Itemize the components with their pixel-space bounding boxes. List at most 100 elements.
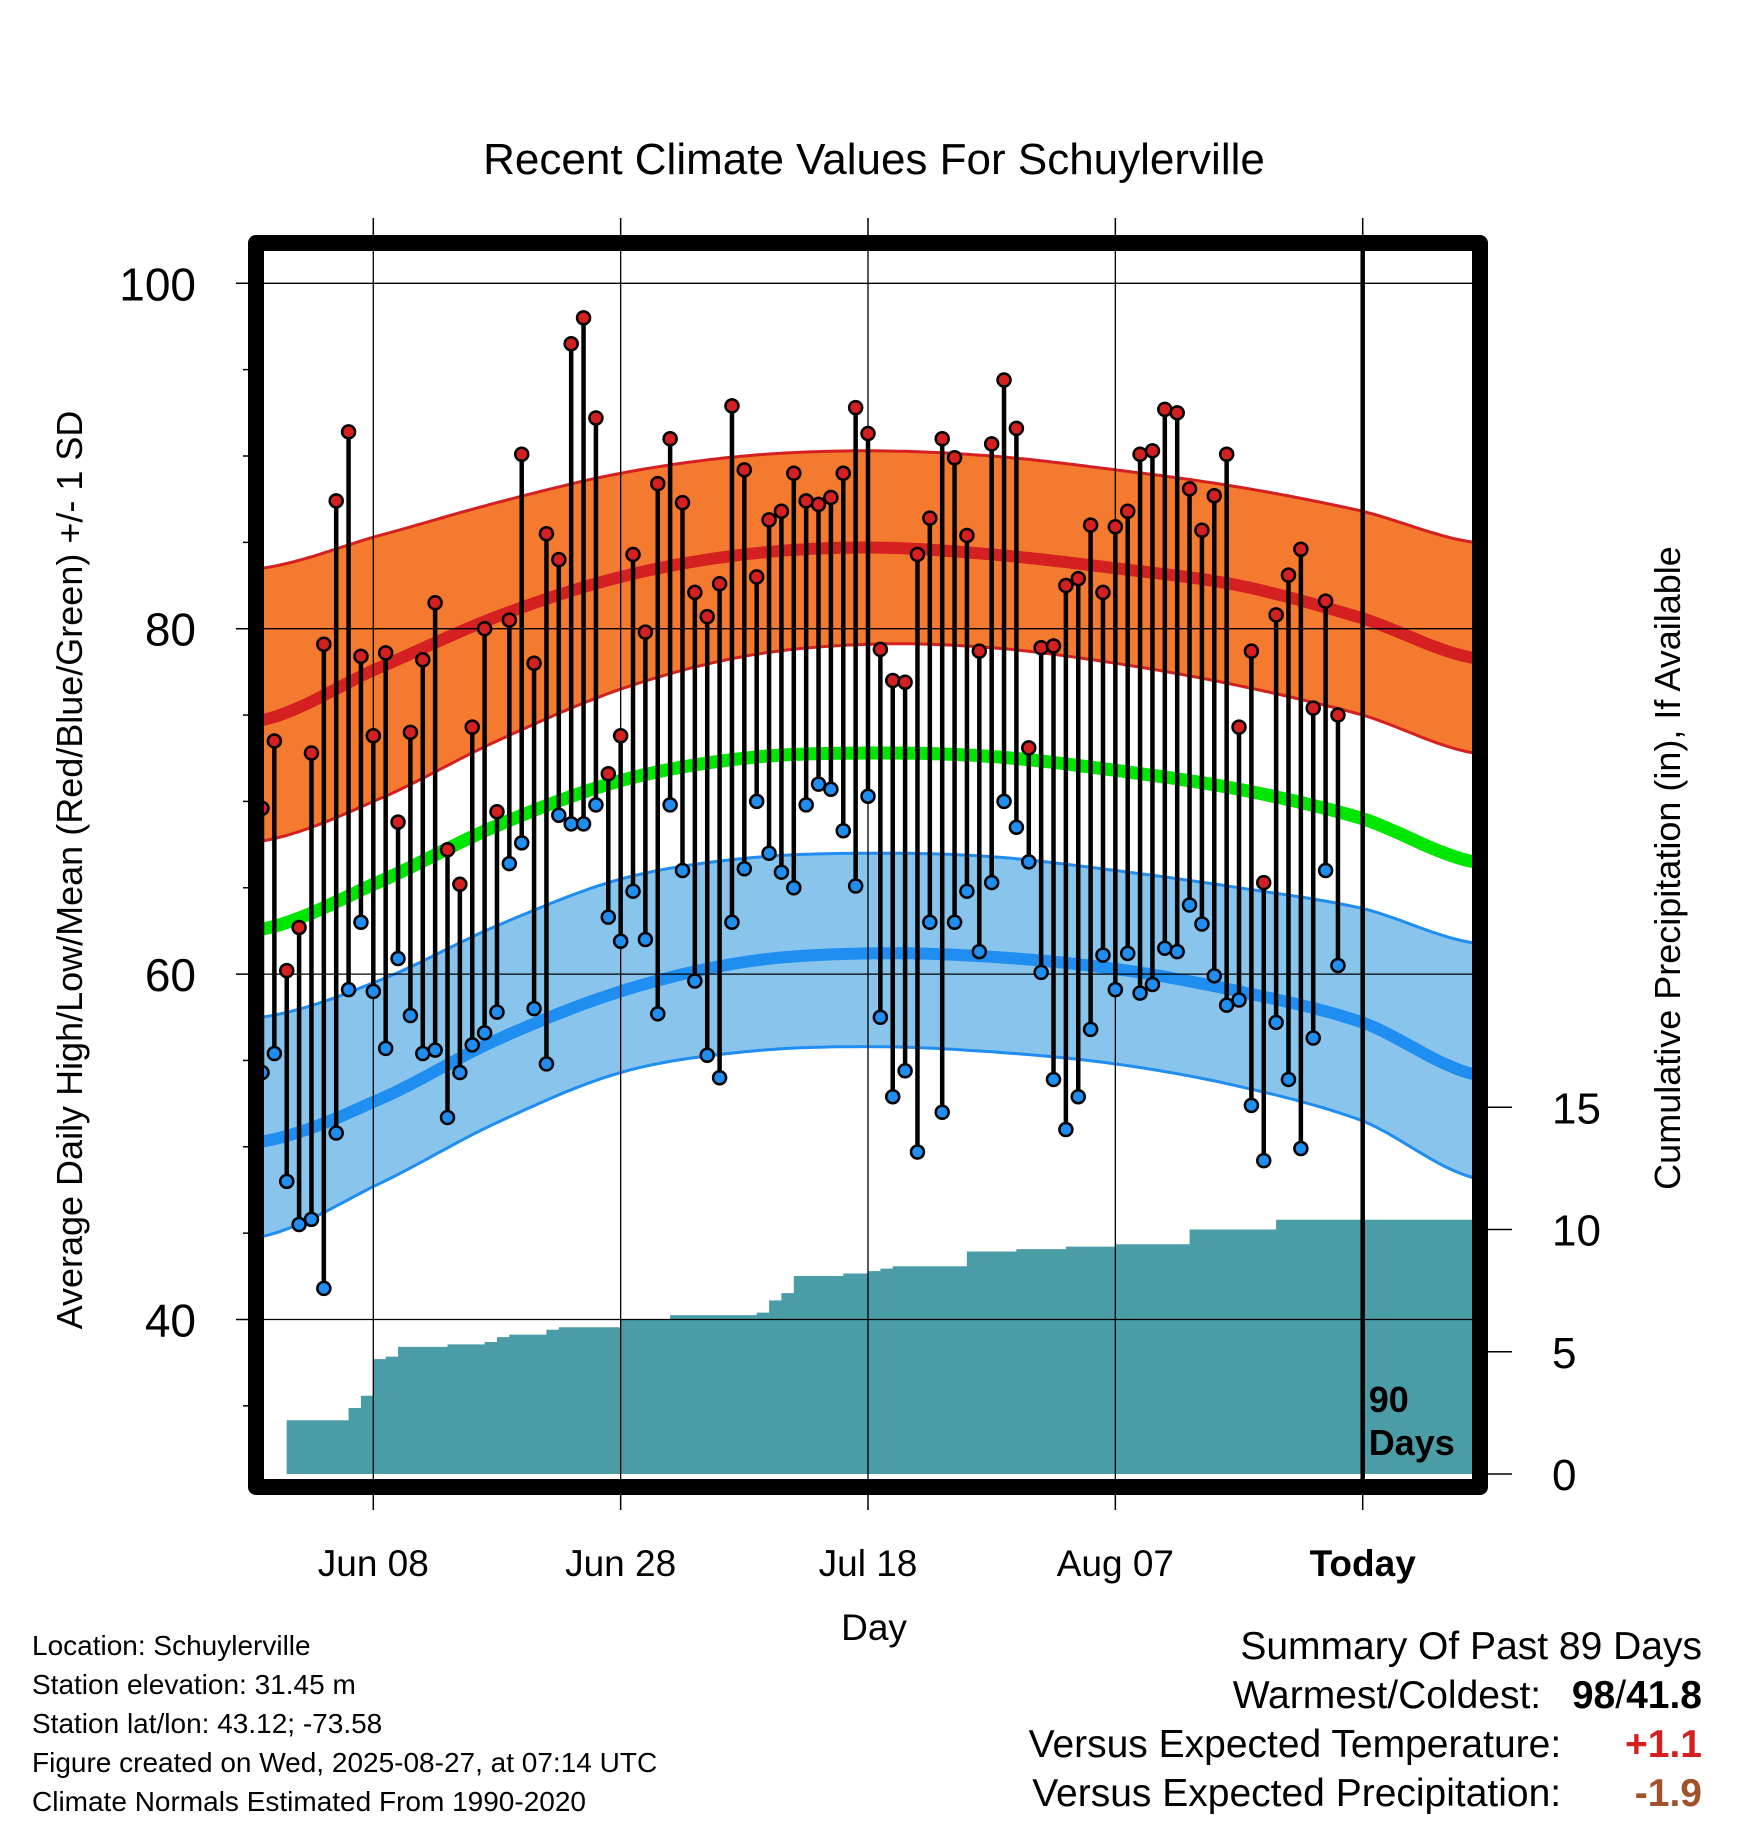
daily-high-point: [1231, 719, 1247, 735]
daily-low-point: [1107, 981, 1124, 998]
daily-high-point: [1317, 593, 1334, 609]
info-latlon: Station lat/lon: 43.12; -73.58: [32, 1708, 383, 1739]
info-elevation: Station elevation: 31.45 m: [32, 1669, 356, 1700]
daily-low-point: [786, 880, 802, 896]
daily-low-point: [1033, 964, 1049, 981]
daily-high-point: [748, 569, 765, 585]
y-tick-label: 100: [119, 258, 196, 310]
daily-high-point: [946, 449, 963, 466]
daily-high-point: [353, 648, 369, 665]
plot-frame: [248, 235, 1488, 1495]
daily-low-point: [922, 914, 938, 931]
y2-tick-label: 5: [1552, 1329, 1576, 1378]
daily-low-point: [959, 883, 975, 899]
daily-low-point: [761, 845, 777, 861]
daily-high-point: [452, 876, 468, 893]
daily-high-point: [365, 728, 382, 744]
daily-low-point: [1157, 940, 1173, 956]
daily-high-point: [1021, 740, 1037, 756]
y2-tick-label: 15: [1552, 1084, 1601, 1133]
daily-low-point: [1305, 1030, 1321, 1046]
daily-high-point: [575, 310, 592, 326]
daily-low-point: [1206, 968, 1223, 984]
daily-high-point: [1157, 401, 1173, 418]
daily-high-point: [823, 489, 839, 506]
daily-low-point: [847, 878, 864, 894]
daily-low-point: [996, 793, 1012, 810]
daily-high-point: [291, 919, 307, 936]
daily-high-point: [1144, 443, 1161, 459]
today-days-label-line: Days: [1369, 1422, 1455, 1463]
daily-low-point: [1058, 1121, 1074, 1138]
info-created: Figure created on Wed, 2025-08-27, at 07…: [32, 1747, 658, 1778]
daily-low-point: [575, 816, 592, 832]
daily-low-point: [798, 797, 814, 813]
daily-high-point: [278, 962, 295, 979]
daily-low-point: [1169, 943, 1185, 960]
y2-tick-label: 0: [1552, 1451, 1576, 1500]
daily-low-point: [1194, 916, 1210, 932]
daily-high-point: [1181, 481, 1198, 497]
daily-high-point: [1033, 639, 1049, 656]
daily-high-point: [884, 672, 901, 689]
daily-high-point: [971, 643, 988, 659]
x-tick-label: Jul 18: [819, 1543, 918, 1584]
daily-low-point: [588, 797, 604, 813]
daily-low-point: [563, 816, 579, 832]
daily-low-point: [662, 797, 678, 813]
daily-low-point: [1243, 1097, 1260, 1114]
daily-low-point: [1293, 1140, 1309, 1157]
daily-low-point: [687, 973, 703, 989]
daily-low-point: [1070, 1088, 1086, 1105]
daily-low-point: [316, 1280, 332, 1297]
daily-low-point: [1231, 992, 1247, 1008]
daily-low-point: [415, 1045, 431, 1062]
daily-high-point: [439, 842, 456, 858]
daily-high-point: [316, 636, 332, 652]
daily-high-point: [662, 430, 678, 447]
daily-high-point: [1194, 522, 1210, 539]
daily-low-point: [476, 1025, 493, 1041]
daily-low-point: [1268, 1014, 1284, 1031]
daily-high-point: [798, 493, 814, 509]
daily-low-point: [983, 874, 1000, 891]
daily-high-point: [476, 620, 493, 637]
daily-high-point: [1268, 607, 1284, 623]
daily-low-point: [909, 1144, 926, 1160]
daily-high-point: [934, 430, 950, 447]
daily-high-point: [773, 503, 790, 520]
temp-value: +1.1: [1625, 1723, 1702, 1766]
daily-low-point: [872, 1009, 889, 1026]
daily-low-point: [934, 1104, 950, 1121]
daily-low-point: [1021, 854, 1037, 870]
daily-low-point: [1132, 985, 1148, 1001]
summary-precipitation: Versus Expected Precipitation: -1.9: [1029, 1769, 1702, 1818]
daily-low-point: [1045, 1071, 1062, 1088]
x-tick-label: Jun 08: [318, 1543, 429, 1584]
daily-low-point: [402, 1007, 419, 1024]
daily-low-point: [971, 943, 988, 960]
daily-low-point: [674, 862, 691, 879]
warm-cold-label: Warmest/Coldest:: [1232, 1674, 1542, 1717]
y-tick-label: 80: [145, 604, 196, 656]
y-tick-label: 60: [145, 949, 196, 1001]
daily-high-point: [724, 398, 740, 414]
daily-high-point: [266, 733, 283, 749]
daily-high-point: [711, 576, 728, 592]
daily-high-point: [1070, 570, 1086, 587]
daily-high-point: [650, 475, 666, 492]
daily-low-point: [464, 1037, 480, 1053]
daily-low-point: [810, 776, 827, 792]
daily-high-point: [872, 641, 889, 658]
daily-low-point: [699, 1047, 715, 1064]
daily-low-point: [328, 1125, 344, 1141]
daily-low-point: [860, 788, 876, 804]
daily-high-point: [1330, 707, 1346, 723]
daily-high-point: [1107, 519, 1124, 535]
daily-high-point: [922, 510, 938, 526]
precip-value: -1.9: [1634, 1772, 1702, 1815]
y-tick-label: 40: [145, 1295, 196, 1347]
daily-high-point: [551, 551, 567, 568]
daily-high-point: [538, 525, 555, 542]
